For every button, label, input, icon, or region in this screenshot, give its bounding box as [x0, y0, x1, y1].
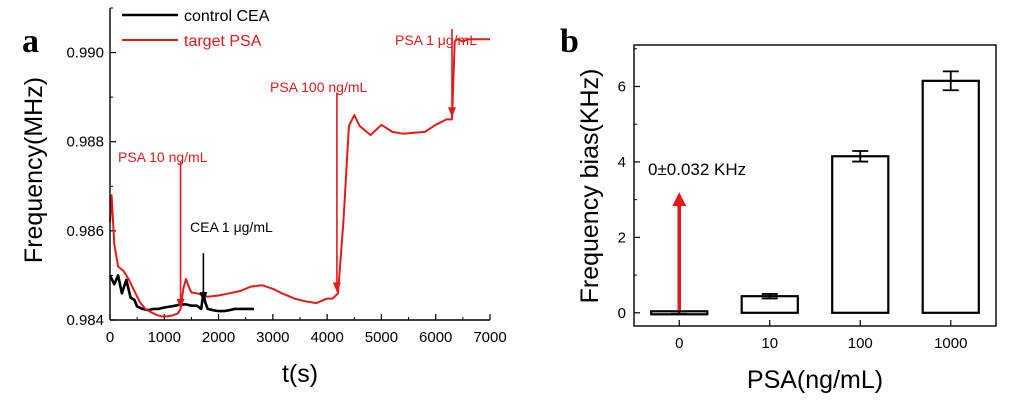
bar-100 [831, 155, 890, 314]
panel-b-x-axis-label: PSA(ng/mL) [747, 366, 883, 394]
panel-label-a: a [22, 23, 39, 60]
panel-label-b: b [560, 23, 579, 60]
x-tick-label: 6000 [419, 329, 452, 346]
x-tick-label: 0 [106, 329, 114, 346]
annotation-arrow-head-3 [448, 107, 456, 118]
x-tick-label: 1000 [148, 329, 181, 346]
panel-b-y-axis-label: Frequency bias(KHz) [576, 69, 604, 304]
annotation-psa-100: PSA 100 ng/mL [270, 79, 368, 95]
annotation-arrow-head-2 [332, 282, 341, 293]
x-tick-label: 4000 [310, 329, 343, 346]
panel-b-frame [633, 44, 997, 327]
x-tick-label: 3000 [256, 329, 289, 346]
panel-a-annotation-arrows [176, 28, 456, 309]
panel-b-bars [650, 70, 980, 316]
legend-label-control-cea: control CEA [184, 8, 270, 25]
annotation-arrow-head-1 [199, 292, 208, 303]
annotation-psa-10: PSA 10 ng/mL [118, 149, 208, 165]
legend-label-target-psa: target PSA [184, 33, 262, 50]
b-x-tick-label: 10 [761, 335, 778, 352]
panel-b-annotation: 0±0.032 KHz [648, 160, 746, 179]
annotation-cea-1: CEA 1 μg/mL [190, 219, 273, 235]
panel-b-annotation-arrow [672, 192, 687, 311]
panel-a-legend: control CEA target PSA [122, 8, 270, 50]
bar-1000 [921, 79, 980, 314]
b-y-tick-label: 2 [618, 229, 626, 246]
b-y-tick-label: 4 [618, 154, 626, 171]
b-arrow-head [672, 192, 687, 207]
panel-a-y-axis-label: Frequency(MHz) [20, 77, 48, 263]
x-tick-label: 2000 [202, 329, 235, 346]
b-x-tick-label: 100 [848, 335, 873, 352]
y-tick-label: 0.990 [66, 45, 104, 62]
x-tick-label: 5000 [365, 329, 398, 346]
panel-b-ticks: 0 2 4 6 0 10 100 1000 [618, 48, 967, 352]
y-tick-label: 0.986 [66, 223, 104, 240]
y-tick-label: 0.988 [66, 134, 104, 151]
annotation-psa-1ug: PSA 1 μg/mL [395, 32, 477, 48]
panel-a-line-chart: a 0 1000 2000 3000 4000 5000 6000 7000 0.984 0.98… [20, 7, 507, 388]
series-line-target-psa [109, 38, 490, 318]
x-tick-label: 7000 [473, 329, 506, 346]
b-y-tick-label: 6 [618, 78, 626, 95]
y-tick-label: 0.984 [66, 312, 104, 329]
b-y-tick-label: 0 [618, 305, 626, 322]
annotation-arrow-head-0 [176, 298, 185, 309]
b-x-tick-label: 1000 [934, 335, 967, 352]
b-x-tick-label: 0 [675, 335, 683, 352]
panel-a-x-axis-label: t(s) [282, 360, 318, 388]
panel-a-ticks: 0 1000 2000 3000 4000 5000 6000 7000 0.984 0.986 0… [66, 7, 507, 346]
